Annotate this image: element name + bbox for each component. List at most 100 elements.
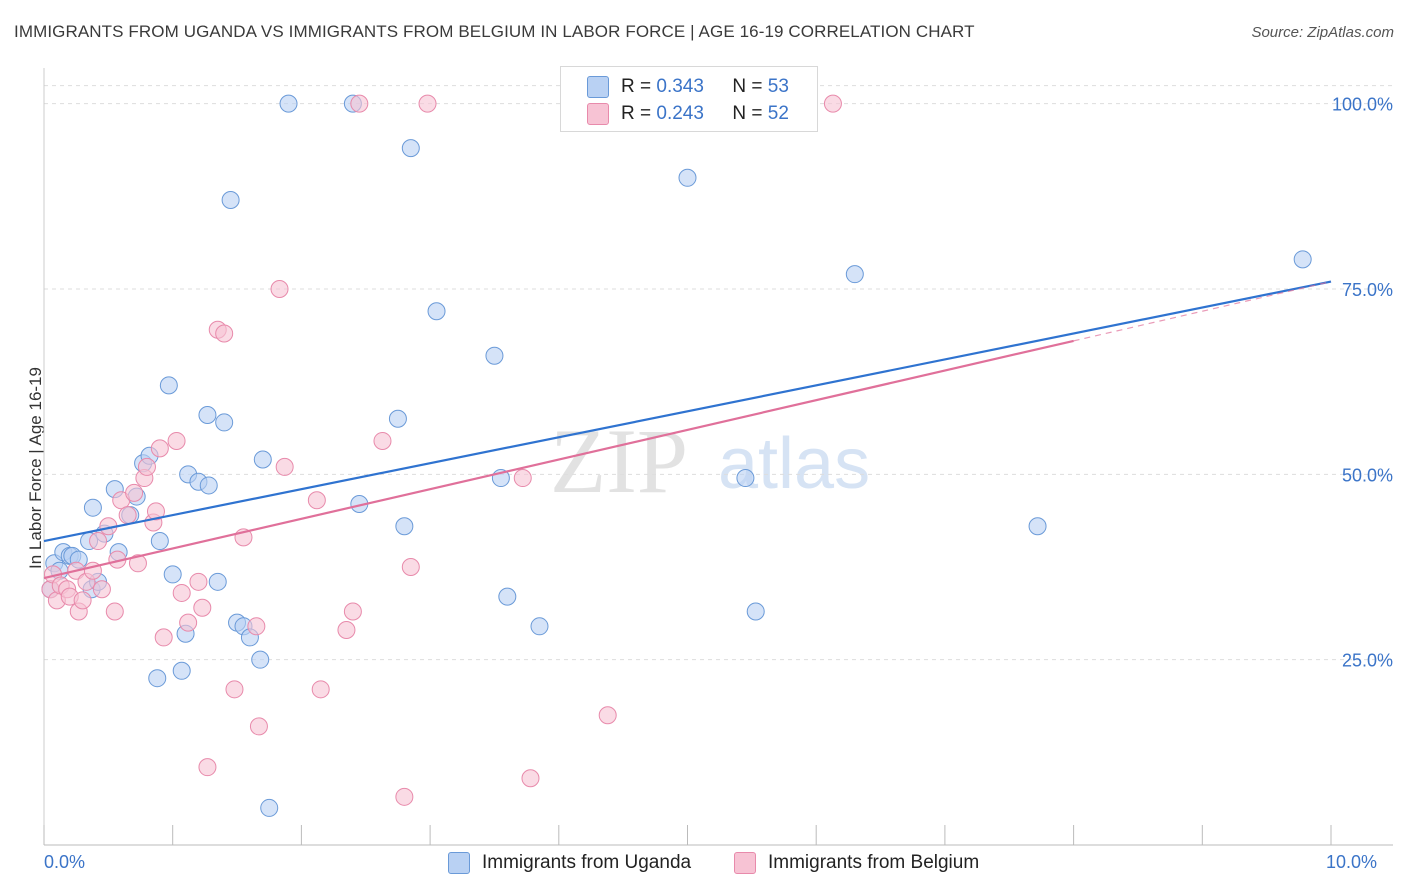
data-point-uganda <box>251 650 270 669</box>
y-tick-label: 100.0% <box>1332 95 1393 115</box>
data-point-belgium <box>179 613 198 632</box>
x-tick-label-max: 10.0% <box>1326 852 1378 872</box>
source-label: Source: ZipAtlas.com <box>1251 24 1394 41</box>
data-point-belgium <box>150 439 169 458</box>
data-point-belgium <box>105 602 124 621</box>
data-point-belgium <box>343 602 362 621</box>
data-point-uganda <box>498 587 517 606</box>
data-point-belgium <box>198 758 217 777</box>
uganda-swatch <box>587 76 609 98</box>
belgium-r-value: 0.243 <box>656 103 704 124</box>
y-tick-label: 75.0% <box>1342 280 1393 300</box>
data-point-belgium <box>89 532 108 551</box>
data-point-belgium <box>513 469 532 488</box>
data-point-belgium <box>92 580 111 599</box>
y-tick-label: 25.0% <box>1342 651 1393 671</box>
data-point-uganda <box>678 168 697 187</box>
data-point-uganda <box>530 617 549 636</box>
data-point-uganda <box>150 532 169 551</box>
data-point-belgium <box>247 617 266 636</box>
data-point-uganda <box>1028 517 1047 536</box>
uganda-n-label: N = <box>732 76 768 97</box>
data-point-belgium <box>350 94 369 113</box>
y-tick-label: 50.0% <box>1342 465 1393 485</box>
data-point-uganda <box>388 409 407 428</box>
data-point-uganda <box>401 139 420 158</box>
data-point-belgium <box>73 591 92 610</box>
axes <box>43 68 1393 846</box>
data-point-uganda <box>208 572 227 591</box>
data-point-belgium <box>823 94 842 113</box>
data-point-belgium <box>125 483 144 502</box>
trendlines <box>43 280 1332 580</box>
belgium-r-label: R = <box>621 103 657 124</box>
data-point-uganda <box>159 376 178 395</box>
stats-legend-uganda: R = 0.343 N = 53 <box>587 74 789 100</box>
data-point-uganda <box>198 406 217 425</box>
belgium-n-value: 52 <box>767 103 789 124</box>
data-point-uganda <box>215 413 234 432</box>
data-point-belgium <box>395 787 414 806</box>
legend-label-belgium: Immigrants from Belgium <box>768 852 980 873</box>
data-point-belgium <box>154 628 173 647</box>
data-point-uganda <box>746 602 765 621</box>
data-point-belgium <box>118 506 137 525</box>
data-point-belgium <box>146 502 165 521</box>
data-point-belgium <box>401 557 420 576</box>
stats-legend: R = 0.343 N = 53 R = 0.243 N = 52 <box>560 66 818 132</box>
legend-label-uganda: Immigrants from Uganda <box>482 852 692 873</box>
data-point-belgium <box>373 431 392 450</box>
data-point-uganda <box>260 798 279 817</box>
data-point-uganda <box>83 498 102 517</box>
data-point-uganda <box>199 476 218 495</box>
watermark-atlas: atlas <box>718 424 870 504</box>
legend-swatch-uganda <box>448 852 470 874</box>
data-point-belgium <box>128 554 147 573</box>
data-point-belgium <box>249 717 268 736</box>
uganda-r-label: R = <box>621 76 657 97</box>
data-point-uganda <box>845 265 864 284</box>
belgium-n-label: N = <box>732 103 768 124</box>
data-point-belgium <box>172 583 191 602</box>
data-point-uganda <box>427 302 446 321</box>
data-point-uganda <box>1293 250 1312 269</box>
uganda-r-value: 0.343 <box>656 76 704 97</box>
trendline-belgium <box>43 339 1074 580</box>
data-point-belgium <box>270 279 289 298</box>
y-tick-labels: 25.0% 50.0% 75.0% 100.0% <box>1332 95 1393 671</box>
data-point-belgium <box>137 457 156 476</box>
belgium-swatch <box>587 103 609 125</box>
data-point-uganda <box>163 565 182 584</box>
legend-swatch-belgium <box>734 852 756 874</box>
gridlines <box>44 85 1393 661</box>
watermark: ZIP atlas <box>550 410 870 512</box>
data-point-belgium <box>193 598 212 617</box>
data-point-uganda <box>172 661 191 680</box>
data-point-uganda <box>395 517 414 536</box>
watermark-zip: ZIP <box>550 410 688 512</box>
stats-legend-belgium: R = 0.243 N = 52 <box>587 101 789 127</box>
legend-item-uganda[interactable]: Immigrants from Uganda <box>448 852 691 874</box>
data-point-uganda <box>279 94 298 113</box>
chart-title: IMMIGRANTS FROM UGANDA VS IMMIGRANTS FRO… <box>14 22 975 41</box>
data-point-belgium <box>337 621 356 640</box>
data-point-uganda <box>221 191 240 210</box>
data-point-uganda <box>253 450 272 469</box>
data-point-belgium <box>521 769 540 788</box>
data-point-uganda <box>485 346 504 365</box>
data-point-belgium <box>311 680 330 699</box>
data-point-uganda <box>736 469 755 488</box>
data-point-belgium <box>307 491 326 510</box>
data-point-belgium <box>275 457 294 476</box>
series-legend: Immigrants from Uganda Immigrants from B… <box>0 852 1406 878</box>
data-point-belgium <box>225 680 244 699</box>
data-point-belgium <box>418 94 437 113</box>
data-point-belgium <box>598 706 617 725</box>
uganda-n-value: 53 <box>767 76 789 97</box>
data-point-belgium <box>167 431 186 450</box>
data-point-belgium <box>215 324 234 343</box>
series-belgium <box>41 94 842 806</box>
legend-item-belgium[interactable]: Immigrants from Belgium <box>734 852 979 874</box>
data-point-uganda <box>148 669 167 688</box>
